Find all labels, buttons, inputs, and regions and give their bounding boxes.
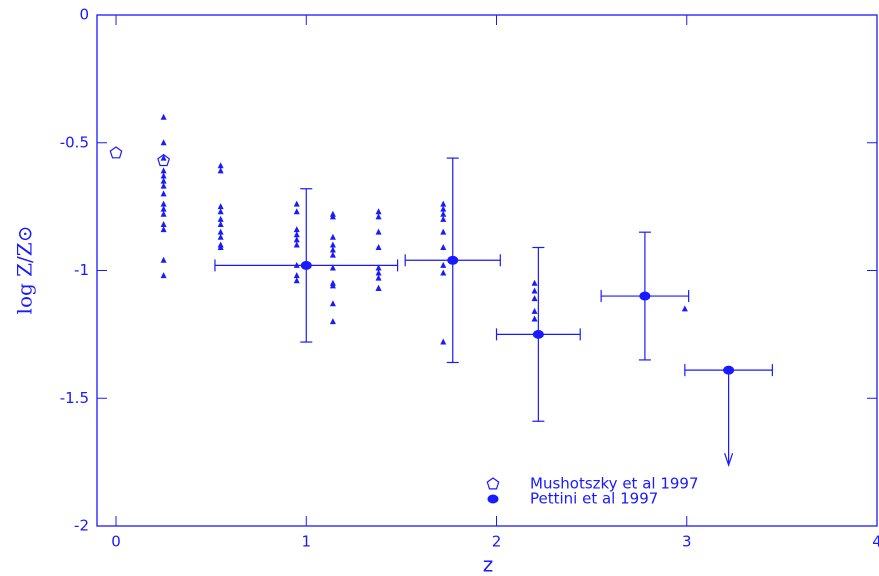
circle-point <box>447 255 459 265</box>
triangle-point <box>329 246 336 253</box>
triangle-point <box>440 215 447 222</box>
triangle-point <box>160 172 167 179</box>
x-tick-label: 2 <box>492 533 502 551</box>
triangle-point <box>217 244 224 251</box>
pentagon-point <box>109 146 123 159</box>
triangle-point <box>329 233 336 240</box>
triangle-point <box>160 205 167 212</box>
legend-label: Pettini et al 1997 <box>530 490 658 508</box>
triangle-point <box>440 228 447 235</box>
triangle-point <box>217 167 224 174</box>
triangle-point <box>160 182 167 189</box>
triangle-point <box>293 277 300 284</box>
triangle-point <box>160 272 167 279</box>
triangle-point <box>217 215 224 222</box>
triangle-point <box>375 284 382 291</box>
y-tick-label: -2 <box>74 517 89 535</box>
triangle-point <box>329 213 336 220</box>
circle-point <box>639 291 651 301</box>
circle-point <box>300 260 312 270</box>
triangle-point <box>217 228 224 235</box>
triangle-point <box>440 338 447 345</box>
triangle-point <box>160 221 167 228</box>
circle-point <box>723 365 735 375</box>
triangle-point <box>160 154 167 161</box>
triangle-point <box>293 272 300 279</box>
triangle-point <box>531 279 538 286</box>
triangle-point <box>293 208 300 215</box>
y-tick-label: -1.5 <box>60 389 89 407</box>
plot-frame <box>96 14 878 527</box>
triangle-point <box>375 213 382 220</box>
x-tick-label: 0 <box>111 533 121 551</box>
triangle-point <box>440 261 447 268</box>
triangle-point <box>440 210 447 217</box>
circle-point <box>532 329 544 339</box>
triangle-point <box>329 300 336 307</box>
triangle-point <box>375 208 382 215</box>
triangle-point <box>440 244 447 251</box>
triangle-point <box>375 228 382 235</box>
x-axis-label: z <box>483 553 494 576</box>
triangle-point <box>531 307 538 314</box>
pentagon-point <box>157 153 171 167</box>
triangle-point <box>293 241 300 248</box>
triangle-point <box>329 264 336 271</box>
upper-limit-arrowhead <box>724 452 734 468</box>
triangle-point <box>160 139 167 146</box>
triangle-point <box>293 231 300 238</box>
triangle-point <box>160 177 167 184</box>
y-axis-label: log Z/Z⊙ <box>13 226 37 315</box>
triangle-point <box>160 167 167 174</box>
x-tick-label: 1 <box>301 533 311 551</box>
triangle-point <box>375 264 382 271</box>
legend-label: Mushotszky et al 1997 <box>530 475 699 493</box>
triangle-point <box>440 200 447 207</box>
triangle-point <box>681 305 688 312</box>
triangle-point <box>293 200 300 207</box>
triangle-point <box>375 269 382 276</box>
triangle-point <box>293 226 300 233</box>
y-tick-label: 0 <box>79 6 89 24</box>
triangle-point <box>329 282 336 289</box>
triangle-point <box>160 256 167 263</box>
x-tick-label: 3 <box>682 533 692 551</box>
y-tick-label: -1 <box>74 261 89 279</box>
triangle-point <box>440 269 447 276</box>
triangle-point <box>160 226 167 233</box>
triangle-point <box>329 241 336 248</box>
triangle-point <box>440 205 447 212</box>
triangle-point <box>531 295 538 302</box>
triangle-point <box>375 274 382 281</box>
y-tick-label: -0.5 <box>60 133 89 151</box>
triangle-point <box>160 210 167 217</box>
triangle-point <box>160 200 167 207</box>
triangle-point <box>329 318 336 325</box>
triangle-point <box>160 113 167 120</box>
triangle-point <box>531 315 538 322</box>
triangle-point <box>329 251 336 258</box>
triangle-point <box>160 190 167 197</box>
triangle-point <box>531 287 538 294</box>
triangle-point <box>217 203 224 210</box>
triangle-point <box>217 208 224 215</box>
legend-marker <box>487 494 499 504</box>
triangle-point <box>375 244 382 251</box>
x-tick-label: 4 <box>872 533 879 551</box>
triangle-point <box>217 162 224 169</box>
triangle-point <box>293 236 300 243</box>
triangle-point <box>217 221 224 228</box>
triangle-point <box>217 233 224 240</box>
legend-marker <box>486 477 500 490</box>
